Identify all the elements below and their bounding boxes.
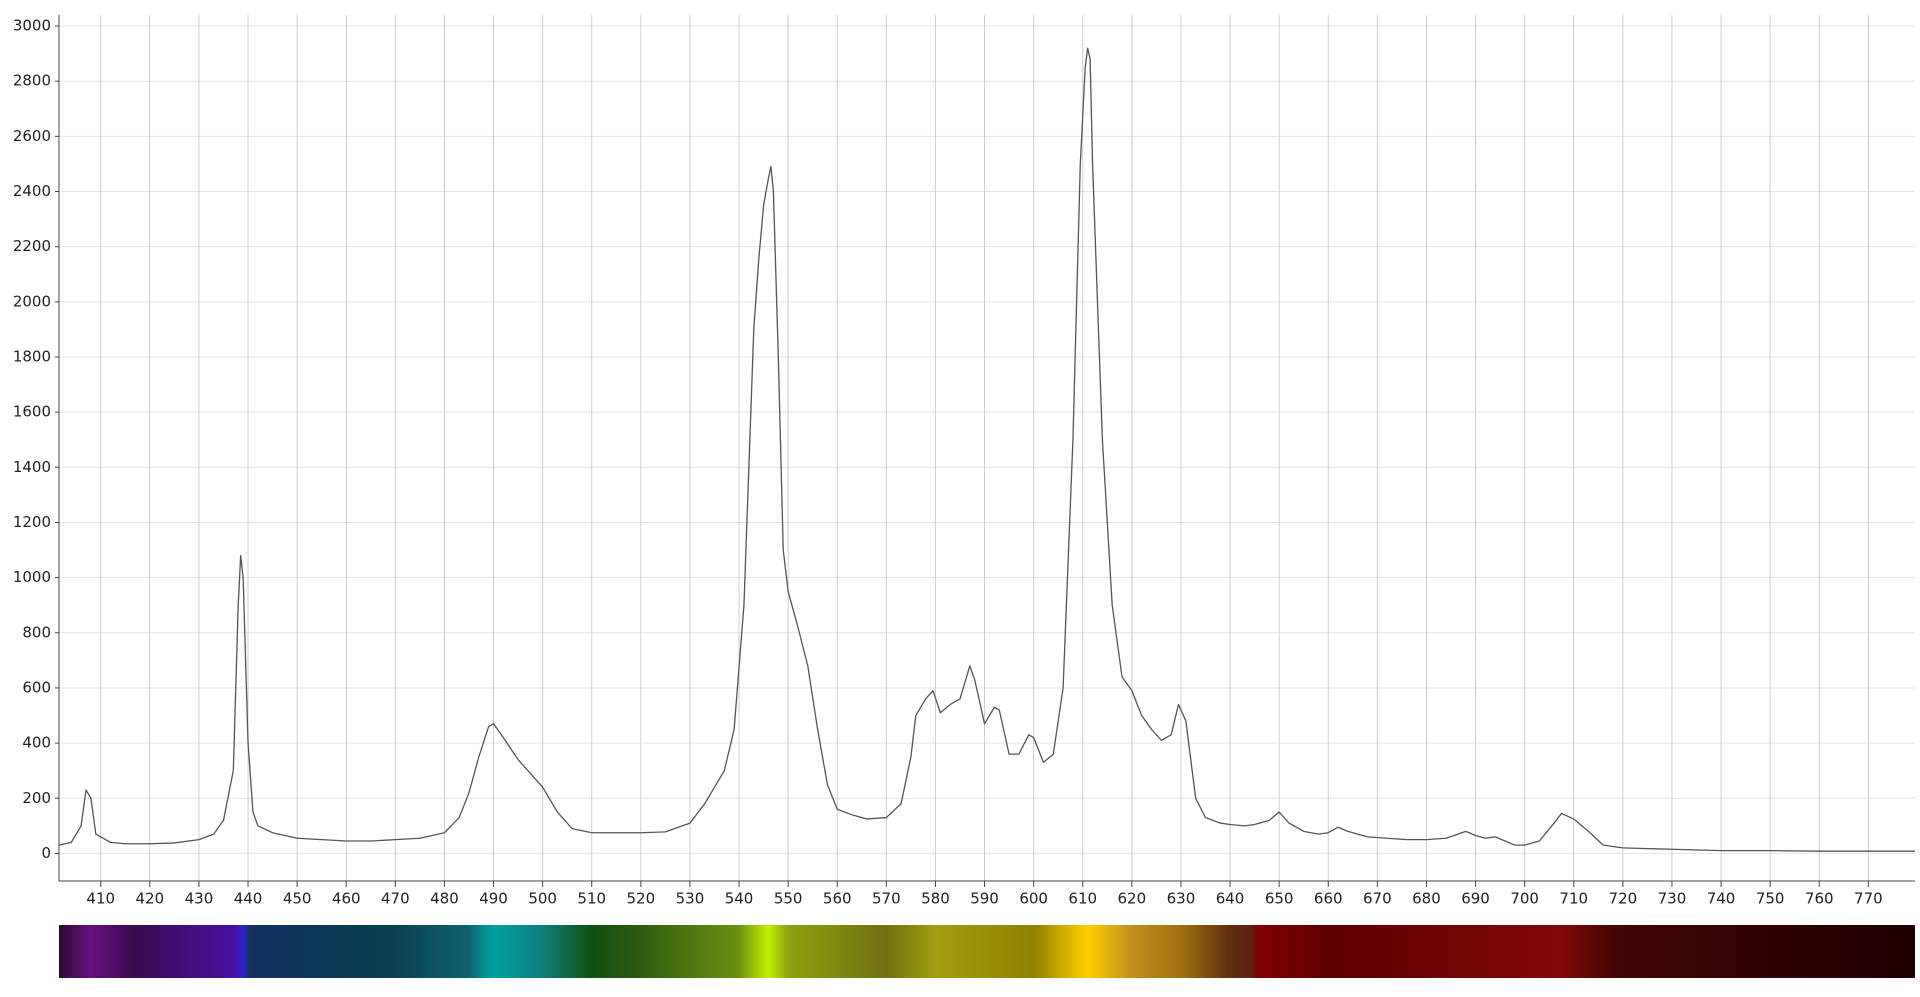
y-tick-label: 2600 [13, 127, 51, 145]
x-tick-label: 640 [1216, 890, 1245, 908]
y-tick-label: 400 [22, 734, 51, 752]
x-tick-label: 410 [86, 890, 115, 908]
y-tick-label: 1800 [13, 347, 51, 365]
x-tick-label: 670 [1363, 890, 1392, 908]
x-tick-label: 630 [1167, 890, 1196, 908]
x-tick-label: 490 [479, 890, 508, 908]
x-tick-label: 420 [136, 890, 165, 908]
spectrum-line [58, 47, 1915, 852]
x-tick-label: 430 [185, 890, 214, 908]
x-tick-label: 570 [872, 890, 901, 908]
x-tick-label: 600 [1019, 890, 1048, 908]
x-tick-label: 690 [1461, 890, 1490, 908]
x-tick-label: 730 [1658, 890, 1687, 908]
y-tick-label: 3000 [13, 17, 51, 35]
x-tick-label: 680 [1412, 890, 1441, 908]
y-tick-label: 2000 [13, 292, 51, 310]
y-tick-label: 2200 [13, 237, 51, 255]
x-tick-label: 580 [921, 890, 950, 908]
x-tick-label: 610 [1068, 890, 1097, 908]
y-tick-label: 1400 [13, 458, 51, 476]
y-tick-label: 0 [41, 844, 51, 862]
x-tick-label: 750 [1756, 890, 1785, 908]
x-tick-label: 520 [627, 890, 656, 908]
x-tick-label: 460 [332, 890, 361, 908]
x-tick-label: 770 [1854, 890, 1883, 908]
y-tick-label: 2400 [13, 182, 51, 200]
x-tick-label: 450 [283, 890, 312, 908]
x-tick-label: 480 [430, 890, 459, 908]
x-tick-label: 700 [1510, 890, 1539, 908]
x-tick-label: 590 [970, 890, 999, 908]
x-tick-label: 620 [1118, 890, 1147, 908]
y-tick-label: 800 [22, 623, 51, 641]
x-tick-label: 710 [1559, 890, 1588, 908]
x-tick-label: 650 [1265, 890, 1294, 908]
x-tick-label: 760 [1805, 890, 1834, 908]
x-tick-label: 500 [528, 890, 557, 908]
y-tick-label: 1600 [13, 403, 51, 421]
y-tick-label: 1200 [13, 513, 51, 531]
x-tick-label: 720 [1609, 890, 1638, 908]
spectrum-bar [59, 925, 1915, 978]
x-tick-label: 530 [676, 890, 705, 908]
x-tick-label: 560 [823, 890, 852, 908]
x-tick-label: 440 [234, 890, 263, 908]
x-tick-label: 740 [1707, 890, 1736, 908]
y-tick-label: 200 [22, 789, 51, 807]
y-tick-label: 1000 [13, 568, 51, 586]
x-tick-label: 540 [725, 890, 754, 908]
x-tick-label: 510 [577, 890, 606, 908]
y-tick-label: 600 [22, 678, 51, 696]
x-tick-label: 550 [774, 890, 803, 908]
x-tick-label: 660 [1314, 890, 1343, 908]
x-tick-label: 470 [381, 890, 410, 908]
y-tick-label: 2800 [13, 72, 51, 90]
